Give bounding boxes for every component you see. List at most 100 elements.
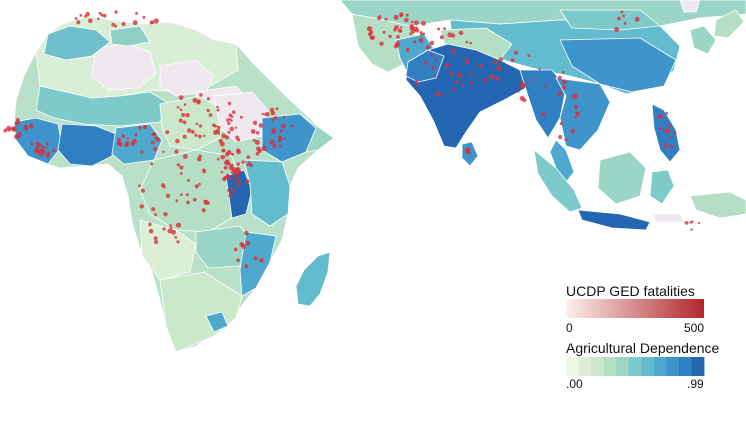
conflict-event-dot — [151, 207, 156, 212]
conflict-event-dot — [150, 140, 155, 145]
conflict-event-dot — [226, 118, 230, 122]
conflict-event-dot — [450, 48, 456, 54]
conflict-event-dot — [14, 134, 19, 140]
conflict-event-dot — [444, 63, 450, 68]
conflict-event-dot — [435, 91, 440, 96]
conflict-event-dot — [559, 121, 563, 126]
conflict-event-dot — [237, 181, 242, 186]
conflict-event-dot — [382, 30, 386, 34]
conflict-event-dot — [234, 174, 238, 178]
conflict-event-dot — [245, 240, 251, 246]
conflict-event-dot — [416, 82, 420, 87]
africa-maghreb-blue — [43, 25, 111, 61]
conflict-event-dot — [234, 126, 238, 129]
conflict-event-dot — [114, 10, 118, 14]
conflict-event-dot — [414, 79, 418, 84]
sumatra — [533, 149, 583, 213]
conflict-event-dot — [223, 176, 227, 180]
conflict-event-dot — [17, 131, 23, 137]
conflict-event-dot — [440, 93, 443, 97]
conflict-event-dot — [409, 24, 415, 29]
conflict-events-layer — [3, 10, 701, 269]
conflict-event-dot — [162, 185, 166, 189]
conflict-event-dot — [540, 112, 546, 117]
conflict-event-dot — [34, 146, 39, 151]
conflict-event-dot — [76, 20, 81, 25]
conflict-event-dot — [393, 14, 399, 20]
conflict-event-dot — [208, 113, 213, 117]
conflict-event-dot — [229, 126, 234, 132]
conflict-event-dot — [35, 142, 40, 146]
conflict-event-dot — [178, 95, 184, 100]
conflict-event-dot — [181, 112, 186, 117]
conflict-event-dot — [254, 139, 260, 145]
conflict-event-dot — [405, 13, 409, 17]
conflict-event-dot — [178, 118, 183, 123]
conflict-event-dot — [384, 17, 388, 21]
conflict-event-dot — [167, 228, 173, 234]
madagascar — [295, 251, 331, 307]
conflict-event-dot — [469, 41, 473, 45]
conflict-event-dot — [154, 213, 157, 217]
conflict-event-dot — [153, 18, 159, 24]
conflict-event-dot — [393, 44, 399, 49]
conflict-event-dot — [216, 108, 220, 112]
conflict-event-dot — [669, 145, 674, 149]
legend-fatalities-title: UCDP GED fatalities — [566, 283, 695, 299]
conflict-event-dot — [130, 141, 135, 146]
conflict-event-dot — [182, 134, 187, 139]
conflict-event-dot — [573, 93, 579, 99]
conflict-event-dot — [175, 138, 180, 144]
africa-region — [13, 15, 335, 353]
conflict-event-dot — [465, 40, 469, 44]
conflict-event-dot — [176, 163, 180, 167]
conflict-event-dot — [282, 115, 286, 119]
conflict-event-dot — [478, 63, 483, 69]
conflict-event-dot — [176, 106, 180, 109]
conflict-event-dot — [261, 112, 264, 116]
conflict-event-dot — [617, 16, 621, 21]
conflict-event-dot — [114, 24, 118, 28]
conflict-event-dot — [561, 85, 567, 90]
agri-scale-step — [641, 357, 655, 376]
conflict-event-dot — [668, 136, 672, 139]
africa-zambia — [195, 225, 257, 269]
conflict-event-dot — [118, 142, 123, 147]
conflict-event-dot — [151, 21, 154, 25]
conflict-event-dot — [192, 97, 198, 103]
conflict-event-dot — [199, 93, 203, 97]
conflict-event-dot — [283, 137, 287, 140]
conflict-event-dot — [203, 134, 206, 138]
conflict-event-dot — [156, 137, 160, 141]
conflict-event-dot — [227, 121, 231, 125]
conflict-event-dot — [664, 142, 668, 146]
conflict-event-dot — [388, 34, 392, 39]
conflict-event-dot — [206, 108, 210, 113]
conflict-event-dot — [367, 27, 370, 31]
conflict-event-dot — [233, 247, 238, 252]
conflict-event-dot — [30, 142, 34, 146]
conflict-event-dot — [622, 14, 625, 18]
conflict-event-dot — [668, 123, 672, 127]
conflict-event-dot — [399, 26, 403, 29]
conflict-event-dot — [249, 164, 253, 167]
conflict-event-dot — [279, 129, 283, 133]
conflict-event-dot — [85, 11, 90, 17]
conflict-event-dot — [250, 129, 256, 134]
conflict-event-dot — [690, 228, 693, 231]
conflict-event-dot — [230, 177, 233, 181]
japan — [713, 9, 745, 39]
conflict-event-dot — [574, 104, 579, 110]
africa-southern — [159, 271, 243, 353]
conflict-event-dot — [239, 115, 243, 119]
conflict-event-dot — [367, 32, 373, 37]
asia-mongolia — [559, 9, 661, 31]
conflict-event-dot — [435, 59, 438, 62]
conflict-event-dot — [229, 118, 232, 121]
conflict-event-dot — [245, 179, 250, 184]
conflict-event-dot — [121, 22, 126, 26]
conflict-event-dot — [3, 128, 8, 133]
conflict-event-dot — [98, 11, 102, 15]
agri-scale-step — [678, 357, 692, 376]
